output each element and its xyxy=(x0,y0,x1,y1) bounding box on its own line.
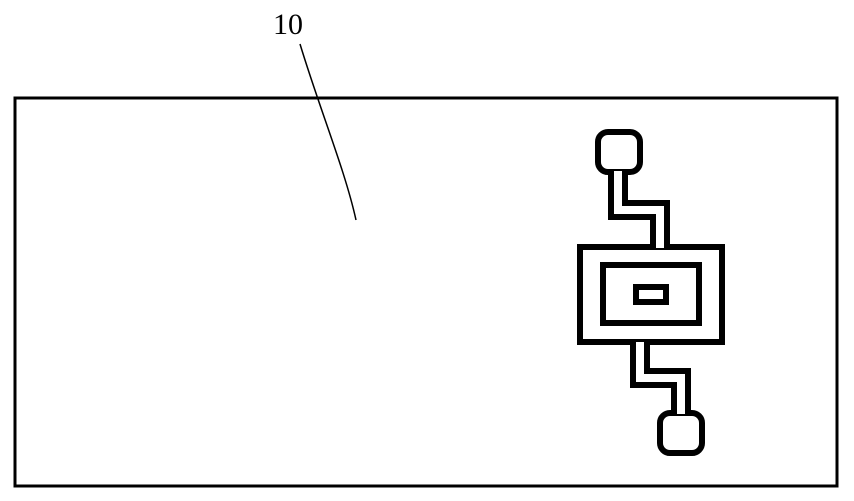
schematic-diagram: 10 xyxy=(0,0,854,501)
circuit-symbol xyxy=(580,132,722,453)
coil-ring-1 xyxy=(603,265,699,323)
label-leader-line xyxy=(300,44,356,220)
pad-1 xyxy=(660,413,702,453)
reference-label: 10 xyxy=(273,8,303,41)
pad-0 xyxy=(598,132,640,172)
outer-boundary-rect xyxy=(15,98,837,486)
coil-ring-2 xyxy=(636,287,666,302)
